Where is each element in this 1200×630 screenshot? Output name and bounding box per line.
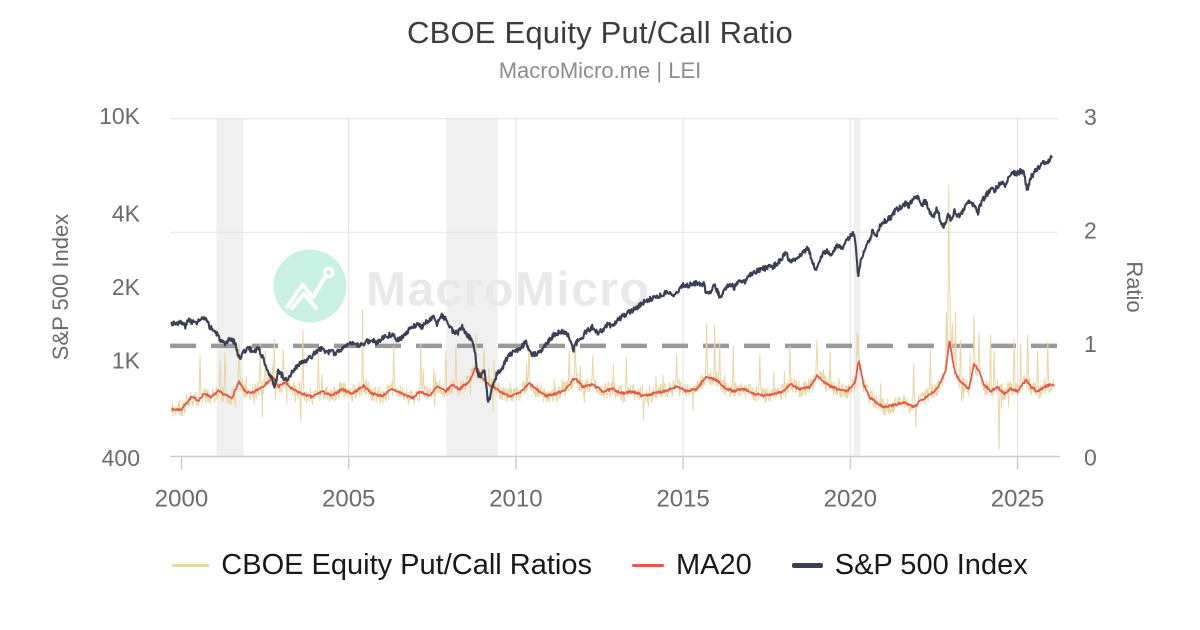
yl-tick-label-2: 2K (112, 274, 141, 300)
legend-item-0[interactable]: CBOE Equity Put/Call Ratios (172, 549, 592, 582)
legend-label-1: MA20 (675, 549, 752, 581)
x-tick-label-2000: 2000 (155, 485, 208, 512)
logo-ring-icon (322, 266, 335, 279)
macromicro-logo-icon (273, 249, 347, 323)
legend-item-2[interactable]: S&P 500 Index (791, 549, 1028, 582)
chart-title: CBOE Equity Put/Call Ratio (407, 15, 793, 50)
yr-tick-label-0: 0 (1084, 445, 1097, 471)
chart-subtitle: MacroMicro.me | LEI (498, 58, 702, 83)
yl-tick-label-1: 4K (112, 200, 141, 226)
recession-band-0 (216, 118, 244, 457)
x-tick-label-2015: 2015 (656, 485, 709, 512)
logo-line-chart-icon (285, 273, 328, 309)
x-tick-label-2025: 2025 (991, 485, 1044, 512)
recession-bands (216, 118, 861, 457)
legend-dash-icon-0 (172, 564, 210, 567)
legend-item-1[interactable]: MA20 (631, 549, 752, 582)
x-tick-label-2010: 2010 (489, 485, 542, 512)
legend-label-2: S&P 500 Index (834, 549, 1028, 581)
axes: 2000 2005 2010 2015 2020 2025 10K 4K 2K 1K 400 3 2 1 0 (99, 103, 1097, 512)
yl-tick-label-0: 10K (99, 103, 141, 129)
watermark-brand-text: MacroMicro (366, 264, 650, 317)
yr-tick-label-1: 1 (1084, 331, 1097, 357)
yr-tick-label-3: 3 (1084, 104, 1097, 130)
grid-lines (170, 118, 1058, 457)
series-lines (170, 154, 1055, 451)
series-ma20 (171, 340, 1055, 412)
legend-dash-icon-2 (791, 563, 823, 568)
legend-dash-icon-1 (631, 564, 664, 567)
yl-tick-label-4: 400 (102, 445, 140, 471)
logo-chevron-icon (290, 292, 318, 310)
right-axis-title: Ratio (1122, 261, 1147, 312)
x-tick-label-2020: 2020 (824, 485, 877, 512)
legend-label-0: CBOE Equity Put/Call Ratios (221, 549, 592, 581)
series-sp500 (170, 154, 1054, 403)
watermark: MacroMicro (273, 249, 650, 323)
left-axis-title: S&P 500 Index (48, 214, 73, 360)
yr-tick-label-2: 2 (1084, 217, 1097, 243)
yl-tick-label-3: 1K (112, 348, 141, 374)
legend: CBOE Equity Put/Call Ratios MA20 S&P 500 I… (0, 549, 1200, 582)
x-tick-label-2005: 2005 (322, 485, 375, 512)
recession-band-2 (853, 118, 861, 457)
